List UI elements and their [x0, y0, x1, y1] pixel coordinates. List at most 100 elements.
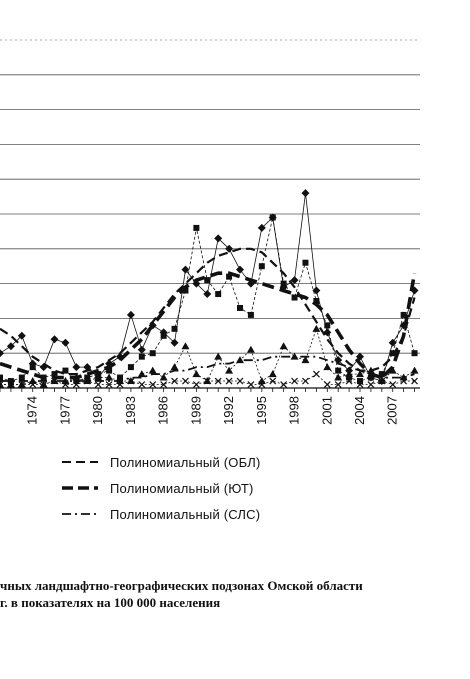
data-point-diamond	[356, 352, 364, 361]
data-point-diamond	[0, 349, 4, 358]
data-point-x	[291, 377, 298, 385]
data-point-square	[215, 291, 222, 298]
data-point-diamond	[72, 363, 81, 372]
data-point-triangle	[388, 366, 397, 374]
data-point-triangle	[366, 366, 375, 374]
data-point-diamond	[192, 279, 201, 288]
data-point-x	[72, 381, 80, 388]
data-point-diamond	[323, 328, 332, 337]
data-point-triangle	[236, 356, 244, 364]
data-point-square	[324, 322, 331, 329]
series-lines	[0, 193, 415, 385]
data-point-diamond	[290, 276, 299, 285]
data-point-square	[29, 364, 36, 371]
data-point-triangle	[28, 377, 37, 385]
series-markers	[0, 189, 419, 388]
x-tick-label-1986: 1986	[156, 396, 171, 425]
trend-line-4	[0, 247, 416, 376]
x-axis: 1974 1977 1980 1983 1986 1989 1992 1995 1998 2001…	[0, 387, 420, 425]
data-point-x	[40, 381, 48, 388]
x-tick-label-2007: 2007	[385, 396, 400, 425]
data-point-x	[367, 381, 375, 388]
data-point-square	[160, 332, 167, 339]
data-point-triangle	[268, 370, 277, 378]
data-point-triangle	[334, 373, 343, 381]
data-point-diamond	[225, 244, 234, 253]
data-point-square	[40, 374, 47, 381]
data-point-diamond	[61, 338, 70, 347]
data-point-x	[280, 381, 288, 388]
legend-item-yut: Полиномиальный (ЮТ)	[60, 476, 360, 500]
data-point-diamond	[116, 352, 124, 361]
data-point-x	[127, 377, 135, 385]
data-point-triangle	[105, 373, 114, 381]
data-point-square	[106, 367, 113, 374]
trend-line-5	[0, 271, 417, 380]
data-point-square	[280, 280, 287, 287]
data-point-x	[225, 377, 233, 385]
x-tick-label-1995: 1995	[254, 396, 269, 425]
data-point-square	[237, 304, 243, 311]
data-point-square	[389, 350, 396, 357]
data-point-triangle	[170, 363, 179, 371]
x-tick-label-1974: 1974	[25, 396, 40, 425]
data-point-triangle	[137, 370, 146, 378]
data-point-square	[171, 325, 178, 332]
x-tick-label-1980: 1980	[90, 396, 105, 425]
data-point-triangle	[290, 352, 299, 360]
data-point-x	[116, 381, 124, 388]
data-point-square	[291, 294, 298, 301]
data-point-square	[346, 374, 353, 381]
data-point-triangle	[301, 356, 310, 364]
x-tick-label-2004: 2004	[352, 396, 367, 425]
data-point-x	[334, 381, 342, 388]
data-point-triangle	[94, 373, 103, 381]
data-point-diamond	[39, 363, 48, 372]
data-point-square	[367, 374, 374, 381]
data-point-triangle	[257, 377, 266, 385]
data-point-square	[400, 311, 407, 318]
trend-lines	[0, 247, 417, 382]
data-point-x	[18, 381, 26, 388]
x-tick-label-2001: 2001	[319, 396, 334, 425]
data-point-diamond	[83, 363, 92, 372]
data-point-x	[62, 381, 69, 388]
data-point-x	[29, 381, 37, 388]
data-point-x	[302, 377, 309, 385]
caption-line-1: чных ландшафтно-географических подзонах …	[0, 578, 363, 593]
data-point-diamond	[50, 335, 59, 344]
data-point-x	[182, 377, 189, 385]
figure-caption: чных ландшафтно-географических подзонах …	[0, 577, 470, 611]
x-tick-label-1992: 1992	[221, 396, 236, 425]
data-point-square	[411, 350, 418, 357]
legend-item-obl: Полиномиальный (ОБЛ)	[60, 450, 360, 474]
data-point-x	[312, 370, 320, 378]
data-point-square	[335, 367, 342, 374]
data-point-diamond	[203, 290, 212, 299]
data-point-square	[149, 350, 156, 357]
data-point-diamond	[410, 286, 419, 295]
data-point-x	[192, 381, 200, 388]
data-point-diamond	[6, 342, 15, 351]
legend-swatch-obl	[62, 461, 98, 463]
data-point-x	[7, 381, 15, 388]
data-point-x	[411, 377, 418, 385]
data-point-x	[378, 377, 386, 385]
data-point-x	[171, 377, 178, 385]
data-point-square	[258, 263, 265, 270]
data-point-x	[160, 381, 168, 388]
data-point-triangle	[225, 366, 234, 374]
data-point-square	[73, 378, 80, 385]
data-point-triangle	[312, 324, 321, 332]
data-point-diamond	[214, 234, 223, 243]
legend: Полиномиальный (ОБЛ) Полиномиальный (ЮТ)…	[60, 450, 360, 528]
data-point-x	[258, 381, 266, 388]
data-point-diamond	[148, 321, 157, 330]
data-point-diamond	[181, 265, 190, 274]
data-point-x	[269, 377, 277, 385]
data-point-diamond	[236, 265, 244, 274]
data-point-square	[226, 273, 233, 280]
x-tick-label-1989: 1989	[188, 396, 203, 425]
data-point-triangle	[181, 342, 190, 350]
data-point-triangle	[323, 363, 332, 371]
